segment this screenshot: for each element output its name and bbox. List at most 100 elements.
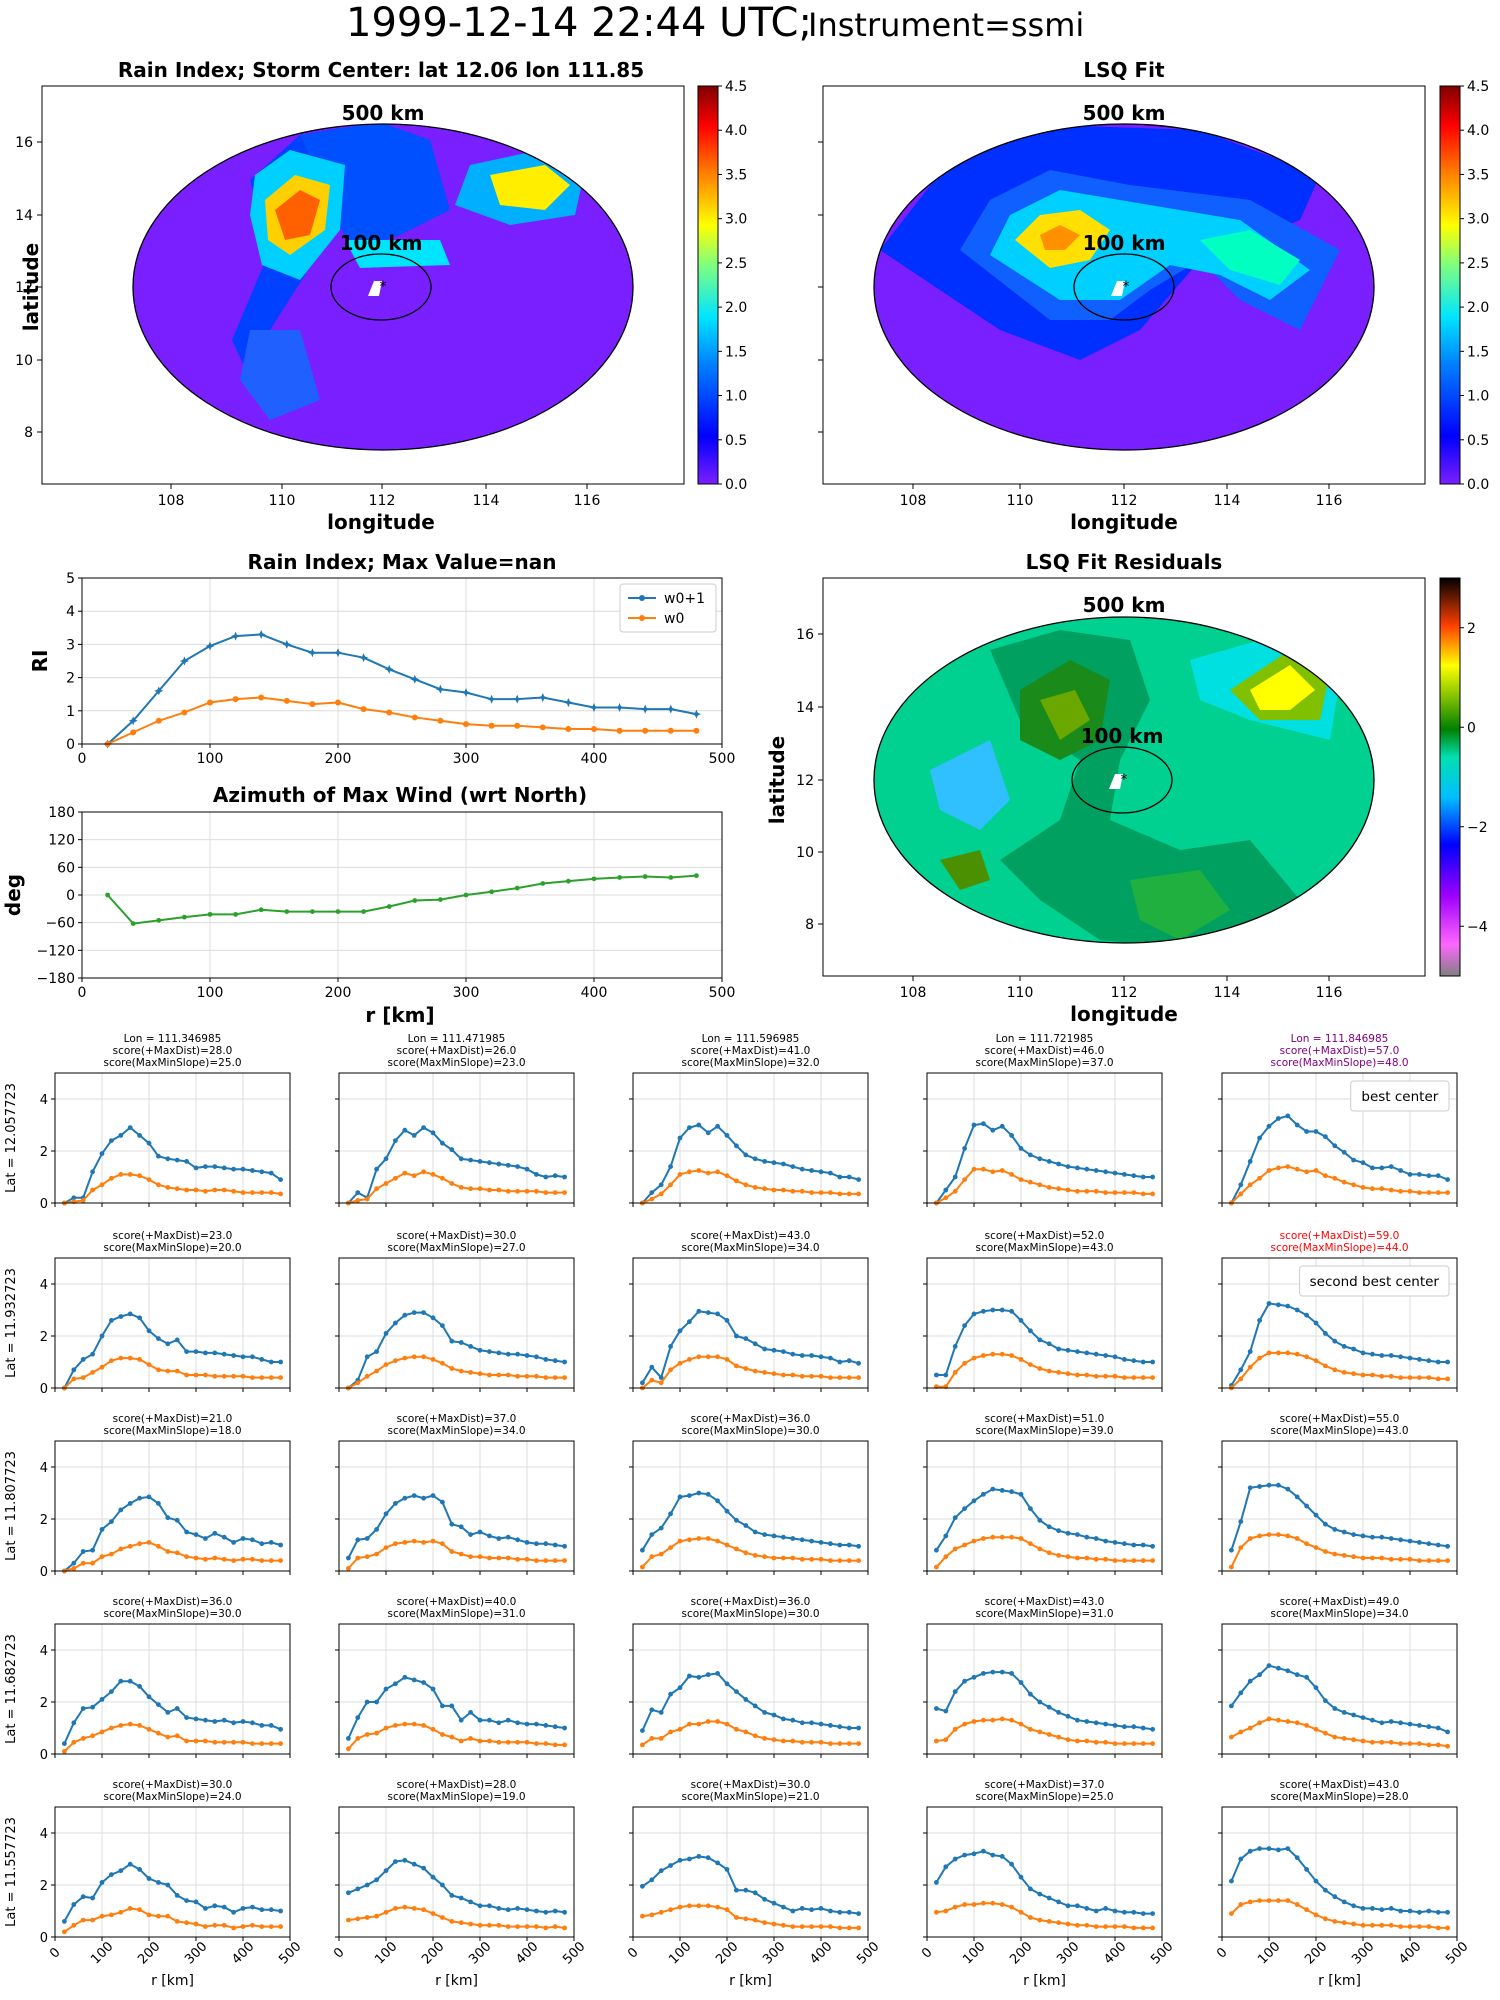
panel-orange-point [440,1175,445,1181]
panel-blue-point [752,1703,758,1709]
panel-blue-point [1140,1911,1146,1916]
panel-orange-point [562,1375,567,1380]
panel-score-maxdist: score(+MaxDist)=46.0 [985,1045,1105,1057]
panel-blue-point [1247,1485,1253,1491]
panel-blue-point [1417,1909,1422,1915]
panel-blue-point [458,1340,464,1345]
panel-orange-point [1445,1376,1450,1382]
panel-orange-point [90,1917,95,1923]
panel-score-slope: score(MaxMinSlope)=34.0 [1270,1608,1408,1620]
panel-blue-point [971,1851,977,1857]
panel-orange-point [981,1536,986,1541]
panel-blue-point [771,1533,777,1539]
panel-blue-point [668,1691,673,1697]
panel-blue-point [1037,1337,1043,1343]
colorbar-tick-label: 4.0 [725,123,747,139]
panel-orange-point [743,1916,749,1922]
plot-area [55,1258,290,1388]
y-tick-label: 5 [66,571,75,587]
panel-orange-point [421,1540,426,1545]
panel-blue-point [184,1529,190,1535]
lsq-fit-map-title: LSQ Fit [1083,58,1165,82]
y-tick-label: 2 [40,1879,48,1894]
panel-blue-point [165,1341,171,1347]
panel-score-maxdist: score(+MaxDist)=37.0 [985,1779,1105,1791]
panel-blue-point [1417,1723,1422,1728]
panel-orange-point [668,1545,673,1550]
x-tick-label: 500 [1148,1939,1176,1967]
panel-orange-point [1247,1725,1253,1731]
panel-orange-point [1304,1907,1309,1913]
panel-blue-point [999,1669,1005,1675]
panel-blue-point [1332,1706,1338,1711]
panel-orange-point [1332,1551,1338,1557]
panel-orange-point [458,1185,464,1190]
panel-blue-point [355,1537,361,1543]
svg-text:*: * [1121,772,1128,788]
panel-orange-point [696,1354,702,1360]
panel-blue-point [80,1706,86,1711]
panel-blue-point [364,1536,370,1541]
panel-orange-point [734,1178,739,1184]
panel-orange-point [80,1560,86,1566]
panel-blue-point [515,1720,520,1726]
panel-blue-point [1304,1129,1309,1134]
panel-orange-point [1140,1375,1146,1380]
panel-orange-point [221,1922,227,1928]
panel-orange-point [1131,1375,1137,1380]
panel-orange-point [156,1543,161,1549]
panel-orange-point [743,1729,749,1735]
panel-orange-point [743,1366,749,1371]
panel-orange-point [1093,1556,1099,1562]
panel-blue-point [724,1508,730,1514]
panel-score-maxdist: score(+MaxDist)=59.0 [1280,1230,1400,1242]
panel-score-maxdist: score(+MaxDist)=30.0 [113,1779,233,1791]
panel-orange-point [118,1172,124,1177]
panel-blue-point [696,1308,702,1314]
panel-blue-point [411,1310,417,1315]
panel-score-maxdist: score(+MaxDist)=57.0 [1280,1045,1400,1057]
panel-blue-point [1435,1359,1441,1365]
panel-orange-point [1093,1188,1099,1194]
panel-orange-point [1341,1370,1347,1375]
panel-blue-point [1046,1159,1052,1164]
panel-orange-point [999,1351,1005,1357]
panel-orange-point [1341,1179,1347,1185]
rain-index-map: Rain Index; Storm Center: lat 12.06 lon … [15,58,747,534]
panel-blue-point [421,1680,426,1685]
panel-orange-point [203,1738,208,1744]
panel-blue-point [449,1521,455,1527]
panel-blue-point [952,1344,958,1349]
azimuth-series-point [463,892,469,898]
x-tick-label: 400 [581,985,608,1001]
panel-orange-point [1388,1187,1394,1193]
panel-blue-point [231,1166,237,1172]
panel-orange-point [818,1373,824,1379]
row-lat-label: Lat = 11.557723 [4,1817,19,1927]
panel-orange-point [137,1907,143,1913]
panel-orange-point [1247,1182,1253,1188]
panel-blue-point [828,1355,833,1361]
panel-blue-point [137,1495,143,1501]
panel-orange-point [1065,1554,1071,1560]
panel-blue-point [1276,1482,1281,1488]
lsq-fit-xlabel: longitude [1070,510,1178,534]
panel-frame [632,1623,869,1755]
panel-blue-point [1379,1907,1385,1913]
panel-blue-point [809,1907,814,1913]
profile-panel: score(MaxMinSlope)=39.0score(+MaxDist)=5… [923,1413,1163,1575]
panel-blue-point [1257,1135,1262,1141]
panel-orange-point [856,1558,861,1563]
map-y-tick: 10 [796,845,814,861]
panel-blue-point [677,1328,683,1334]
panel-blue-point [943,1708,949,1714]
panel-blue-point [1065,1713,1071,1719]
panel-blue-point [658,1525,664,1531]
panel-blue-point [962,1506,967,1511]
panel-blue-point [393,1138,398,1143]
panel-orange-point [790,1924,796,1929]
plot-area [339,1258,574,1388]
colorbar-tick-label: 3.5 [1467,167,1489,183]
panel-orange-point [374,1913,379,1919]
panel-blue-point [1103,1353,1108,1358]
